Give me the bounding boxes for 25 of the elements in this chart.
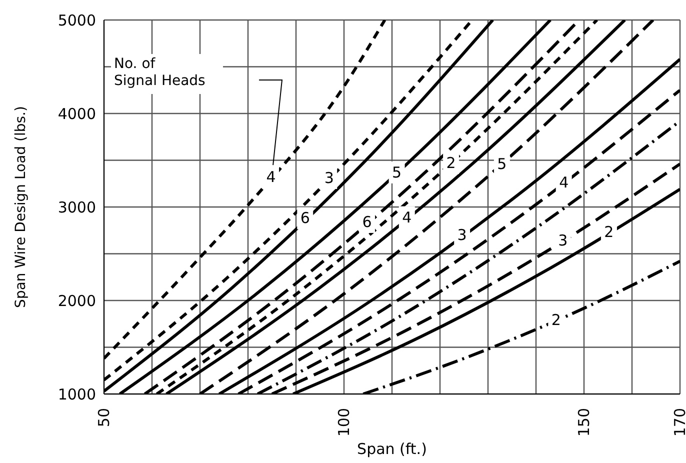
x-tick-label: 50 — [95, 408, 113, 428]
annotation: No. of Signal Heads — [114, 56, 206, 89]
y-tick-label: 4000 — [58, 104, 96, 123]
annotation: 3 — [457, 226, 467, 244]
y-tick-label: 2000 — [58, 292, 96, 310]
x-tick-label: 170 — [671, 408, 686, 437]
x-tick-label: 150 — [575, 408, 593, 437]
annotation: 6 — [300, 209, 310, 228]
y-axis-title: Span Wire Design Load (lbs.) — [12, 106, 29, 308]
annotation: 5 — [497, 154, 507, 173]
x-tick-label: 100 — [335, 408, 353, 437]
annotation: 2 — [551, 311, 561, 330]
annotation: 4 — [402, 208, 412, 226]
y-tick-label: 1000 — [58, 385, 96, 404]
annotation: 3 — [558, 232, 568, 250]
annotation: 3 — [324, 169, 334, 188]
annotation: 4 — [266, 168, 276, 186]
x-axis-title: Span (ft.) — [357, 440, 427, 458]
annotation: 5 — [392, 163, 402, 182]
annotation: 2 — [446, 154, 456, 172]
y-tick-label: 3000 — [58, 198, 96, 216]
annotation: 6 — [362, 212, 372, 231]
annotation: 4 — [559, 174, 569, 192]
y-tick-label: 5000 — [58, 11, 96, 30]
annotation: 2 — [604, 223, 614, 242]
